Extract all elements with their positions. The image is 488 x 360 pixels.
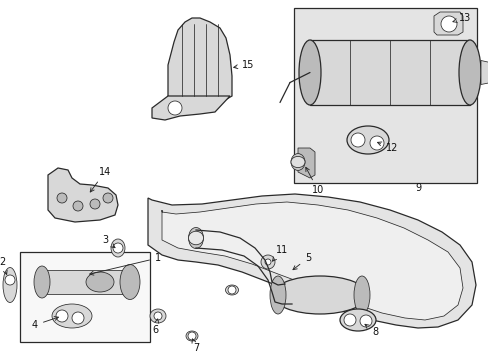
- Ellipse shape: [346, 126, 388, 154]
- Polygon shape: [433, 12, 462, 35]
- Circle shape: [168, 101, 182, 115]
- Text: 4: 4: [32, 316, 58, 330]
- Circle shape: [261, 255, 274, 269]
- Ellipse shape: [86, 272, 114, 292]
- Polygon shape: [297, 148, 314, 178]
- Circle shape: [187, 332, 196, 340]
- Ellipse shape: [290, 154, 305, 170]
- Text: 7: 7: [192, 339, 199, 353]
- Circle shape: [103, 193, 113, 203]
- Ellipse shape: [272, 276, 367, 314]
- Circle shape: [350, 133, 364, 147]
- Circle shape: [227, 286, 236, 294]
- Ellipse shape: [353, 276, 369, 314]
- Ellipse shape: [111, 239, 125, 257]
- Text: 9: 9: [414, 183, 420, 193]
- Circle shape: [73, 201, 83, 211]
- Bar: [42, 270, 130, 294]
- Circle shape: [154, 312, 162, 320]
- Ellipse shape: [339, 309, 375, 331]
- Ellipse shape: [298, 40, 320, 105]
- Ellipse shape: [458, 40, 480, 105]
- Polygon shape: [480, 60, 488, 85]
- Ellipse shape: [290, 156, 305, 168]
- Ellipse shape: [150, 309, 165, 323]
- Polygon shape: [152, 96, 229, 120]
- Circle shape: [440, 16, 456, 32]
- Text: 13: 13: [452, 13, 470, 23]
- Ellipse shape: [225, 285, 238, 295]
- Ellipse shape: [185, 331, 198, 341]
- Text: 15: 15: [233, 60, 254, 70]
- Bar: [293, 8, 476, 183]
- Polygon shape: [162, 202, 462, 320]
- Polygon shape: [148, 194, 475, 328]
- Text: 2: 2: [0, 257, 7, 274]
- Bar: [309, 40, 469, 105]
- Ellipse shape: [120, 265, 140, 300]
- Text: 3: 3: [102, 235, 115, 248]
- Circle shape: [264, 259, 270, 265]
- Circle shape: [57, 193, 67, 203]
- Ellipse shape: [52, 304, 92, 328]
- Text: 8: 8: [364, 324, 377, 337]
- Text: 11: 11: [272, 245, 287, 261]
- Circle shape: [56, 310, 68, 322]
- Circle shape: [359, 315, 371, 327]
- Text: 1: 1: [89, 253, 161, 275]
- Circle shape: [369, 136, 383, 150]
- Polygon shape: [168, 18, 231, 102]
- Ellipse shape: [3, 267, 17, 302]
- Text: 14: 14: [90, 167, 111, 192]
- Bar: [20, 252, 150, 342]
- Ellipse shape: [188, 228, 203, 248]
- Text: 5: 5: [292, 253, 310, 270]
- Circle shape: [90, 199, 100, 209]
- Text: 12: 12: [377, 142, 397, 153]
- Circle shape: [113, 243, 123, 253]
- Ellipse shape: [188, 231, 203, 245]
- Circle shape: [343, 314, 355, 326]
- Ellipse shape: [269, 276, 285, 314]
- Text: 10: 10: [305, 167, 324, 195]
- Ellipse shape: [34, 266, 50, 298]
- Polygon shape: [48, 168, 118, 222]
- Circle shape: [5, 275, 15, 285]
- Text: 6: 6: [152, 319, 159, 335]
- Circle shape: [72, 312, 84, 324]
